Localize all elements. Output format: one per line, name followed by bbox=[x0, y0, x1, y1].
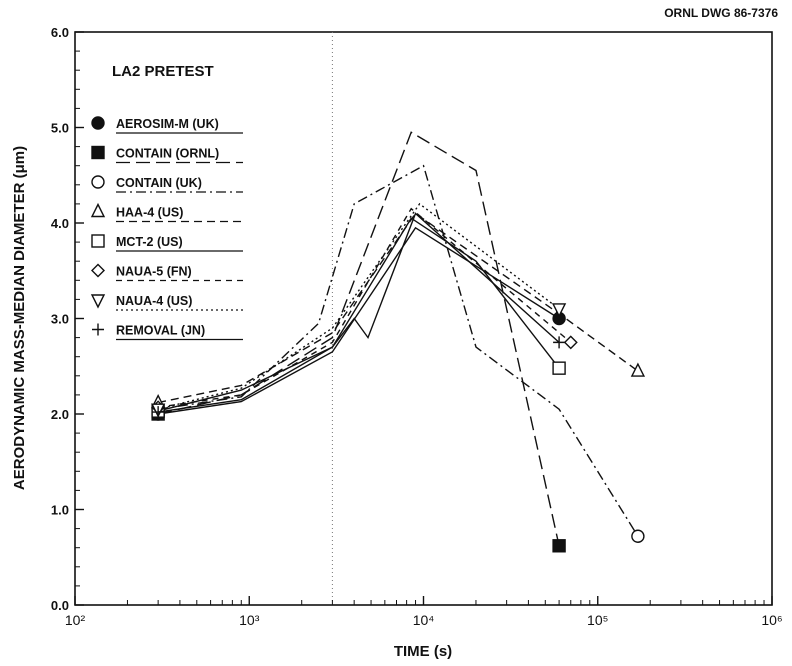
legend-item: AEROSIM-M (UK) bbox=[91, 116, 243, 134]
series-4 bbox=[151, 217, 566, 418]
data-point bbox=[631, 529, 645, 543]
legend-marker bbox=[91, 116, 105, 130]
legend-marker bbox=[90, 294, 106, 309]
y-tick-label: 3.0 bbox=[51, 312, 69, 327]
x-axis-label: TIME (s) bbox=[394, 643, 452, 660]
y-tick-label: 5.0 bbox=[51, 121, 69, 136]
legend-label: HAA-4 (US) bbox=[116, 206, 183, 220]
legend-marker bbox=[91, 175, 105, 189]
drawing-id: ORNL DWG 86-7376 bbox=[664, 6, 778, 20]
legend-item: NAUA-5 (FN) bbox=[91, 263, 243, 282]
legend-marker bbox=[91, 234, 105, 248]
series-7 bbox=[152, 212, 566, 419]
series-6 bbox=[151, 202, 567, 418]
series-group bbox=[151, 131, 646, 553]
legend-label: REMOVAL (JN) bbox=[116, 324, 205, 338]
legend-item: REMOVAL (JN) bbox=[92, 323, 243, 341]
legend-label: CONTAIN (ORNL) bbox=[116, 147, 219, 161]
data-point bbox=[563, 335, 578, 350]
legend-item: HAA-4 (US) bbox=[90, 202, 243, 223]
legend-label: MCT-2 (US) bbox=[116, 235, 183, 249]
series-line bbox=[157, 212, 639, 404]
data-point bbox=[553, 336, 566, 349]
legend-label: NAUA-5 (FN) bbox=[116, 265, 192, 279]
legend-label: CONTAIN (UK) bbox=[116, 176, 202, 190]
series-line bbox=[157, 207, 572, 408]
data-point bbox=[152, 406, 165, 419]
legend-marker bbox=[92, 323, 104, 336]
x-tick-label: 10³ bbox=[239, 612, 260, 628]
x-axis: 10² 10³ 10⁴ 10⁵ 10⁶ bbox=[65, 596, 783, 628]
series-line bbox=[157, 202, 560, 410]
x-tick-label: 10⁵ bbox=[587, 612, 608, 628]
y-tick-label: 2.0 bbox=[51, 407, 69, 422]
legend-label: NAUA-4 (US) bbox=[116, 294, 192, 308]
legend-item: CONTAIN (ORNL) bbox=[91, 145, 243, 164]
x-tick-label: 10² bbox=[65, 612, 86, 628]
y-axis-label: AERODYNAMIC MASS-MEDIAN DIAMETER (μm) bbox=[11, 146, 28, 490]
legend-marker bbox=[91, 145, 105, 160]
legend-item: MCT-2 (US) bbox=[91, 234, 243, 252]
y-tick-label: 6.0 bbox=[51, 25, 69, 40]
series-line bbox=[157, 164, 639, 537]
series-1 bbox=[151, 131, 566, 553]
legend: AEROSIM-M (UK) CONTAIN (ORNL) CONTAIN (UK)… bbox=[90, 116, 243, 341]
x-tick-label: 10⁴ bbox=[413, 612, 435, 628]
y-tick-label: 1.0 bbox=[51, 503, 69, 518]
series-line bbox=[157, 226, 560, 415]
data-point bbox=[551, 303, 567, 318]
series-3 bbox=[151, 212, 646, 409]
series-5 bbox=[151, 207, 578, 415]
data-point bbox=[552, 539, 566, 553]
legend-marker bbox=[90, 202, 106, 218]
series-line bbox=[157, 131, 560, 546]
series-2 bbox=[151, 164, 645, 543]
y-tick-label: 4.0 bbox=[51, 216, 69, 231]
legend-marker bbox=[91, 263, 105, 278]
legend-label: AEROSIM-M (UK) bbox=[116, 117, 219, 131]
x-tick-label: 10⁶ bbox=[761, 612, 782, 628]
data-point bbox=[630, 362, 646, 377]
legend-item: CONTAIN (UK) bbox=[91, 175, 243, 193]
legend-item: NAUA-4 (US) bbox=[90, 294, 243, 311]
series-line bbox=[157, 217, 560, 412]
series-line bbox=[157, 212, 560, 413]
chart-title: LA2 PRETEST bbox=[112, 63, 214, 80]
y-tick-label: 0.0 bbox=[51, 598, 69, 613]
y-axis: 0.0 1.0 2.0 3.0 4.0 5.0 6.0 bbox=[51, 25, 84, 613]
data-point bbox=[552, 361, 566, 375]
